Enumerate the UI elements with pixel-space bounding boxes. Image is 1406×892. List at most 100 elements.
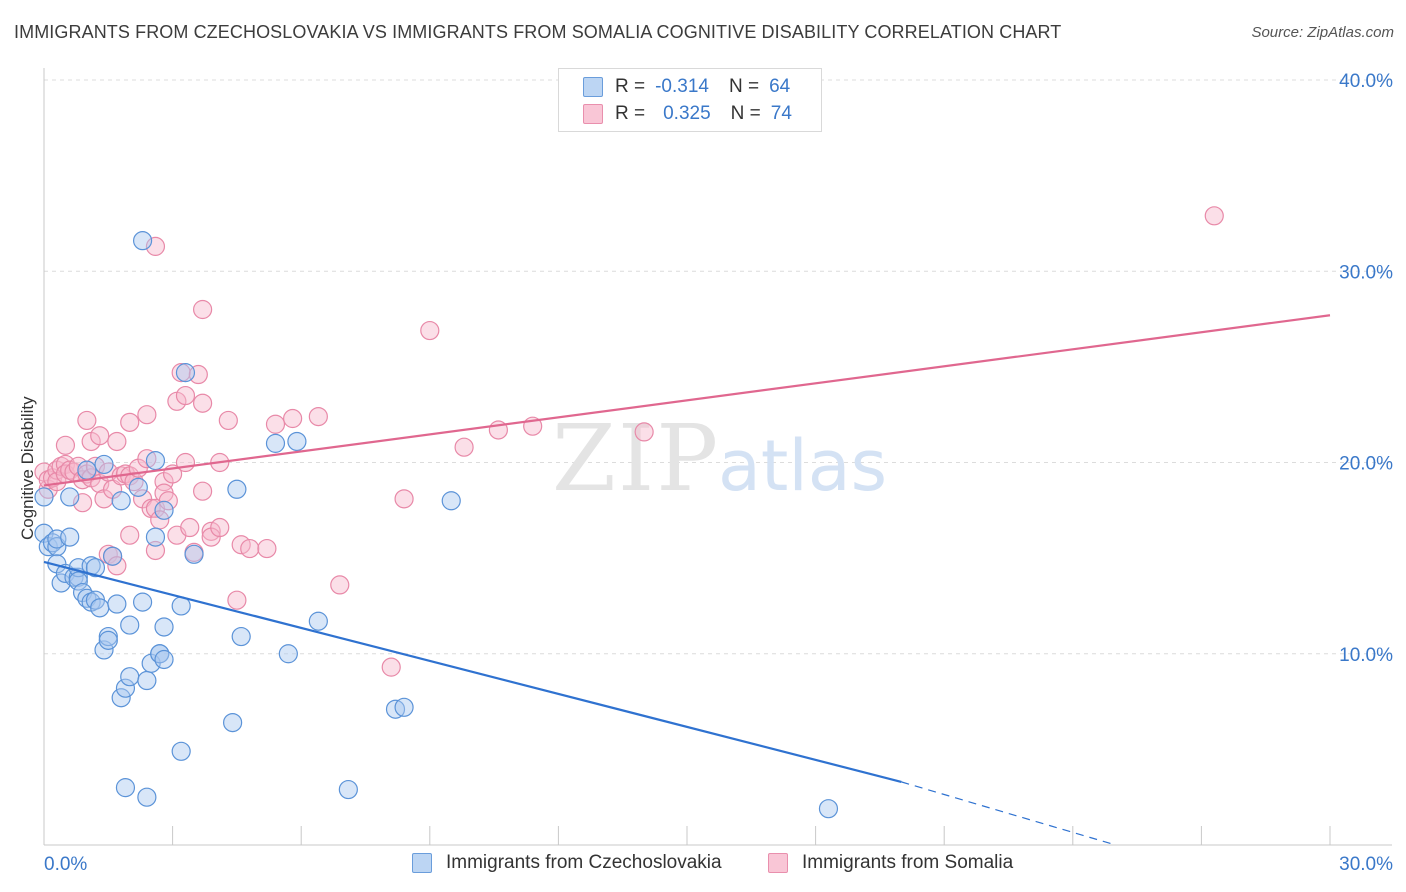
- stats-n-label: N =: [728, 76, 760, 97]
- czechoslovakia-point: [132, 231, 153, 251]
- czechoslovakia-point: [98, 630, 118, 650]
- stats-n-value: 74: [770, 103, 792, 124]
- stats-swatch-pink: [583, 104, 603, 124]
- czechoslovakia-point: [231, 626, 251, 647]
- somalia-point: [55, 435, 76, 455]
- czechoslovakia-point: [132, 592, 153, 612]
- czechoslovakia-point: [128, 477, 148, 497]
- stats-n-value: 64: [769, 76, 791, 97]
- somalia-point: [1204, 206, 1224, 226]
- legend-item-somalia[interactable]: Immigrants from Somalia: [768, 852, 1013, 874]
- watermark-atlas: atlas: [718, 425, 887, 507]
- czechoslovakia-point: [77, 460, 97, 480]
- legend-swatch-pink: [768, 853, 788, 873]
- x-tick-label: 30.0%: [1339, 854, 1393, 875]
- stats-box: R = -0.314 N = 64 R = 0.325 N = 74: [558, 68, 822, 132]
- czechoslovakia-point: [338, 779, 358, 800]
- tick-labels: 10.0% 20.0% 30.0% 40.0% 0.0% 30.0%: [44, 71, 1393, 875]
- legend-label-somalia: Immigrants from Somalia: [802, 852, 1014, 873]
- y-tick-label: 20.0%: [1339, 454, 1393, 475]
- czechoslovakia-point: [175, 363, 196, 383]
- czechoslovakia-point: [60, 487, 80, 507]
- watermark: ZIP atlas: [552, 405, 887, 512]
- stats-n-label: N =: [730, 103, 761, 124]
- somalia-point: [175, 452, 196, 473]
- gridlines: [44, 79, 1392, 655]
- czechoslovakia-point: [145, 450, 166, 471]
- czechoslovakia-point: [287, 431, 307, 452]
- czechoslovakia-point: [171, 741, 191, 761]
- somalia-trend-line: [43, 314, 1331, 487]
- trend-lines: [43, 314, 1331, 846]
- somalia-point: [330, 575, 350, 595]
- czechoslovakia-point: [102, 546, 123, 566]
- czechoslovakia-point: [227, 479, 247, 499]
- czechoslovakia-points: [34, 231, 839, 819]
- somalia-point: [137, 405, 157, 425]
- somalia-point: [107, 431, 127, 452]
- czechoslovakia-point: [60, 527, 80, 547]
- y-tick-label: 40.0%: [1339, 71, 1393, 92]
- czechoslovakia-trend-line: [43, 560, 902, 783]
- somalia-point: [227, 590, 247, 610]
- y-tick-label: 10.0%: [1339, 645, 1393, 666]
- stats-row-czechoslovakia: R = -0.314 N = 64: [583, 74, 790, 100]
- legend: Immigrants from Czechoslovakia Immigrant…: [0, 852, 1406, 876]
- stats-r-label: R =: [615, 76, 646, 97]
- czechoslovakia-point: [111, 688, 131, 708]
- czechoslovakia-point: [68, 571, 88, 591]
- somalia-point: [77, 410, 97, 431]
- czechoslovakia-point: [441, 491, 461, 511]
- somalia-point: [180, 517, 200, 538]
- czechoslovakia-point: [111, 491, 131, 511]
- legend-label-czechoslovakia: Immigrants from Czechoslovakia: [446, 852, 722, 873]
- czechoslovakia-point: [137, 787, 157, 807]
- stats-r-label: R =: [615, 103, 646, 124]
- source-label: Source: ZipAtlas.com: [1251, 24, 1394, 41]
- czechoslovakia-point: [107, 594, 127, 614]
- somalia-point: [193, 481, 213, 501]
- chart-title: IMMIGRANTS FROM CZECHOSLOVAKIA VS IMMIGR…: [14, 22, 1062, 42]
- somalia-point: [381, 657, 401, 677]
- somalia-point: [107, 556, 127, 576]
- czechoslovakia-point: [90, 598, 110, 618]
- czechoslovakia-point: [34, 487, 54, 507]
- czechoslovakia-point: [818, 799, 839, 819]
- stats-r-value: -0.314: [655, 76, 709, 97]
- czechoslovakia-point: [85, 558, 106, 578]
- somalia-point: [210, 517, 230, 538]
- stats-row-somalia: R = 0.325 N = 74: [583, 101, 792, 127]
- czechoslovakia-point: [120, 615, 140, 635]
- czechoslovakia-point: [265, 433, 286, 453]
- somalia-point: [145, 540, 166, 561]
- somalia-point: [171, 363, 191, 383]
- somalia-point: [420, 320, 440, 341]
- y-axis-label: Cognitive Disability: [18, 396, 37, 540]
- czechoslovakia-point: [308, 611, 328, 631]
- axes: [43, 68, 1392, 846]
- czechoslovakia-point: [184, 544, 204, 564]
- somalia-point: [634, 422, 654, 442]
- somalia-point: [120, 412, 140, 432]
- somalia-point: [265, 414, 286, 434]
- legend-swatch-blue: [412, 853, 432, 873]
- legend-item-czechoslovakia[interactable]: Immigrants from Czechoslovakia: [412, 852, 722, 874]
- stats-swatch-blue: [583, 77, 603, 97]
- somalia-point: [193, 393, 213, 413]
- somalia-point: [218, 410, 238, 431]
- czechoslovakia-point: [278, 644, 298, 664]
- czechoslovakia-point: [154, 649, 174, 670]
- czechoslovakia-point: [394, 697, 414, 717]
- czechoslovakia-point: [223, 712, 243, 733]
- somalia-point: [90, 426, 110, 446]
- czechoslovakia-point: [47, 537, 67, 557]
- somalia-point: [257, 538, 277, 559]
- czechoslovakia-point: [137, 670, 157, 691]
- somalia-point: [120, 525, 140, 545]
- czechoslovakia-point: [115, 778, 136, 798]
- czechoslovakia-point: [154, 617, 174, 637]
- somalia-points: [34, 206, 1224, 677]
- somalia-point: [158, 491, 178, 511]
- y-tick-label: 30.0%: [1339, 262, 1393, 283]
